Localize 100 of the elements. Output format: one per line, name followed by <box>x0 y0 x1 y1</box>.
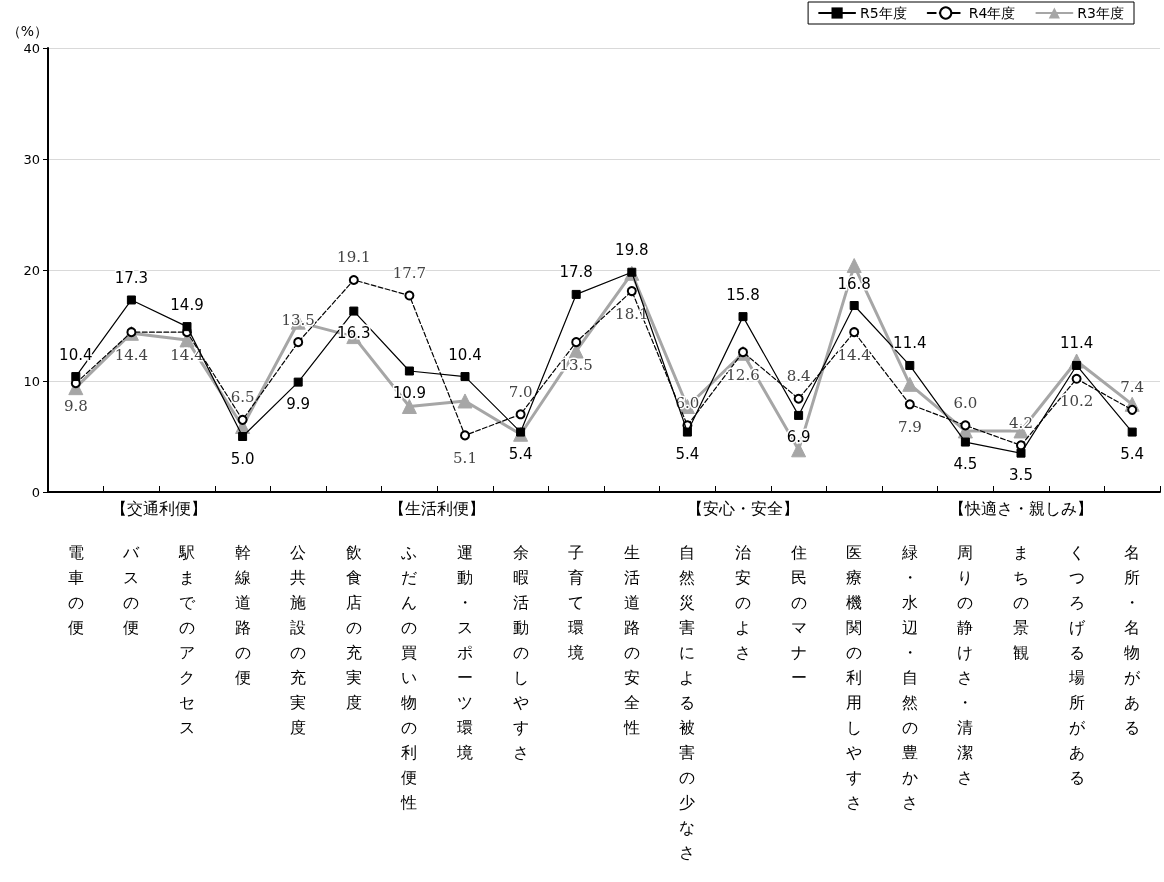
point <box>126 295 136 305</box>
data-label: 4.2 <box>1009 413 1033 432</box>
y-tick-label: 0 <box>31 484 40 500</box>
category-label: ふだんの買い物の利便性 <box>401 543 418 812</box>
data-label: 6.5 <box>230 388 255 407</box>
text: 【交通利便】 <box>111 498 208 518</box>
point <box>960 420 971 431</box>
x-tick-label: 電車の便 <box>67 543 84 637</box>
y-tick-label: 40 <box>23 40 40 56</box>
data-label: 9.9 <box>286 395 311 414</box>
point <box>349 306 359 316</box>
data-label: 5.0 <box>230 449 255 468</box>
data-label: 11.4 <box>893 334 927 353</box>
point <box>902 376 918 392</box>
data-label: 9.8 <box>63 396 88 415</box>
point <box>293 337 304 348</box>
data-label: 7.9 <box>897 417 922 436</box>
data-label: 14.4 <box>114 345 149 364</box>
point <box>71 372 81 382</box>
point <box>460 430 470 441</box>
point <box>401 399 417 415</box>
category-label: 余暇活動のしやすさ <box>512 543 529 762</box>
data-label: 6.0 <box>953 393 978 412</box>
data-label: 17.3 <box>114 268 149 287</box>
data-label: 10.2 <box>1059 392 1094 411</box>
data-label: 8.4 <box>786 367 811 386</box>
text: 【安心・安全】 <box>687 498 799 518</box>
x-tick-label: 幹線道路の便 <box>233 543 251 687</box>
point <box>293 377 303 387</box>
point <box>571 289 581 299</box>
y-tick-label: 20 <box>23 262 40 278</box>
data-label: 10.9 <box>392 384 427 403</box>
data-label: 5.4 <box>1120 445 1145 464</box>
category-label: 周りの静けさ・清潔さ <box>957 543 974 787</box>
data-label: 16.3 <box>337 324 371 343</box>
data-label: 16.8 <box>837 274 871 293</box>
point <box>460 372 470 382</box>
data-label: 5.4 <box>508 445 533 464</box>
data-label: 14.4 <box>837 345 871 364</box>
data-label: 13.5 <box>281 310 315 329</box>
data-label: 10.4 <box>59 345 93 364</box>
x-tick-label: 住民のマナー <box>789 543 807 687</box>
x-tick-label: バスの便 <box>122 543 141 637</box>
point <box>905 360 915 370</box>
point <box>794 410 804 420</box>
point <box>457 393 473 409</box>
data-label: 14.9 <box>170 295 204 314</box>
point <box>849 327 860 338</box>
legend-label: R3年度 <box>1077 5 1125 21</box>
point <box>738 312 748 322</box>
x-tick-label: 駅までのアクセス <box>178 543 196 737</box>
data-label: 3.5 <box>1009 466 1033 485</box>
data-label: 5.1 <box>453 448 477 467</box>
data-label: 13.5 <box>559 355 593 374</box>
point <box>904 399 915 410</box>
data-label: 18.1 <box>615 304 649 323</box>
category-label: 自然災害による被害の少なさ <box>679 543 696 862</box>
x-tick-label: 治安のよさ <box>735 543 751 662</box>
x-tick-label: 飲食店の充実度 <box>345 543 362 712</box>
point <box>237 414 248 425</box>
x-tick-label: 子育て環境 <box>567 543 585 662</box>
data-label: 6.9 <box>786 428 811 447</box>
x-tick-label: 生活道路の安全性 <box>622 543 640 737</box>
data-label: 19.8 <box>615 241 649 260</box>
point <box>404 290 415 301</box>
category-label: 医療機関の利用しやすさ <box>846 543 863 812</box>
x-tick-label: 名所・名物がある <box>1124 543 1142 737</box>
text: 【快適さ・親しみ】 <box>949 498 1093 518</box>
data-label: 5.4 <box>675 445 700 464</box>
data-label: 12.6 <box>726 365 760 384</box>
point <box>626 286 637 297</box>
point <box>238 432 248 441</box>
data-label: 7.4 <box>1120 378 1145 397</box>
point <box>571 337 582 348</box>
data-label: 17.7 <box>392 264 427 283</box>
point <box>515 409 526 420</box>
data-label: 10.4 <box>448 345 482 364</box>
data-label: 4.5 <box>953 455 978 474</box>
data-label: 17.8 <box>559 263 593 282</box>
point <box>960 437 970 447</box>
data-label: 11.4 <box>1059 334 1094 353</box>
legend-label: R5年度 <box>860 5 907 21</box>
point <box>1016 448 1026 458</box>
point <box>348 274 359 285</box>
point <box>849 301 859 311</box>
point <box>182 322 192 332</box>
category-label: 緑・水辺・自然の豊かさ <box>901 543 918 812</box>
y-tick-label: 30 <box>23 151 40 167</box>
x-tick-label: 公共施設の充実度 <box>290 543 307 737</box>
legend-label: R4年度 <box>968 5 1016 21</box>
data-label: 15.8 <box>726 285 760 304</box>
category-label: 運動・スポーツ環境 <box>457 543 473 762</box>
point <box>682 427 692 437</box>
point <box>1127 427 1137 437</box>
category-label: くつろげる場所がある <box>1068 543 1085 787</box>
y-tick-label: 10 <box>23 373 40 389</box>
point <box>791 442 807 458</box>
point <box>404 366 414 376</box>
text: 【生活利便】 <box>389 498 486 518</box>
data-label: 7.0 <box>508 382 533 401</box>
